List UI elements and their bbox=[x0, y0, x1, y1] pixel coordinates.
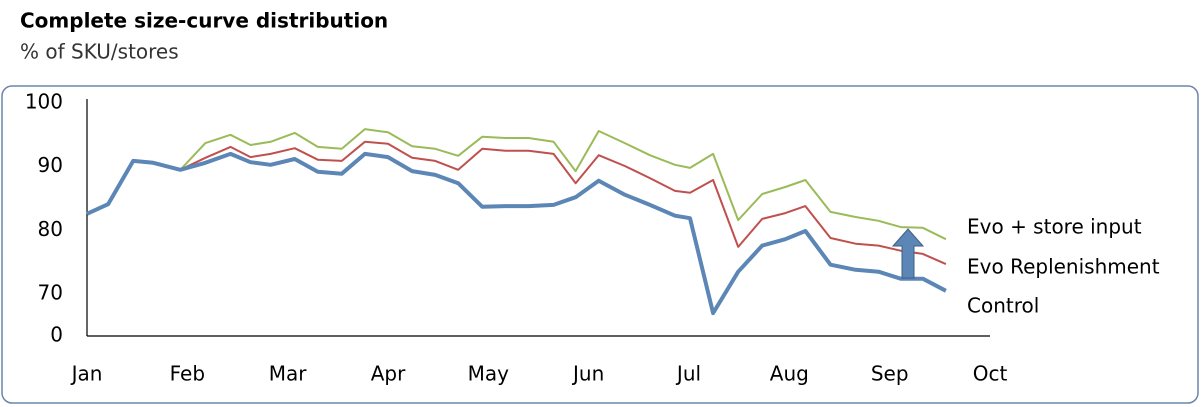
plot-frame bbox=[1, 85, 1199, 404]
series-line bbox=[86, 140, 947, 266]
legend-label: Evo + store input bbox=[967, 215, 1142, 239]
y-tick-label: 0 bbox=[50, 323, 63, 347]
x-tick-label: Aug bbox=[770, 362, 809, 386]
legend-label: Evo Replenishment bbox=[967, 255, 1160, 279]
y-tick-label: 70 bbox=[38, 281, 63, 305]
chart-title: Complete size-curve distribution bbox=[20, 9, 388, 33]
y-tick-label: 100 bbox=[25, 90, 63, 114]
x-tick-label: Mar bbox=[269, 362, 308, 386]
y-tick-label: 90 bbox=[38, 153, 63, 177]
x-tick-label: Jan bbox=[70, 362, 103, 386]
x-tick-label: Oct bbox=[973, 362, 1008, 386]
series-line bbox=[86, 151, 947, 316]
x-tick-label: Sep bbox=[871, 362, 909, 386]
chart-subtitle: % of SKU/stores bbox=[20, 40, 179, 64]
y-tick-label: 80 bbox=[38, 217, 63, 241]
x-tick-label: Jul bbox=[675, 362, 701, 386]
legend-label: Control bbox=[967, 294, 1039, 318]
x-tick-label: Feb bbox=[170, 362, 205, 386]
improvement-arrow bbox=[891, 228, 925, 279]
x-tick-label: May bbox=[468, 362, 510, 386]
x-tick-label: Apr bbox=[371, 362, 406, 386]
x-tick-label: Jun bbox=[571, 362, 604, 386]
series-line bbox=[86, 128, 947, 241]
